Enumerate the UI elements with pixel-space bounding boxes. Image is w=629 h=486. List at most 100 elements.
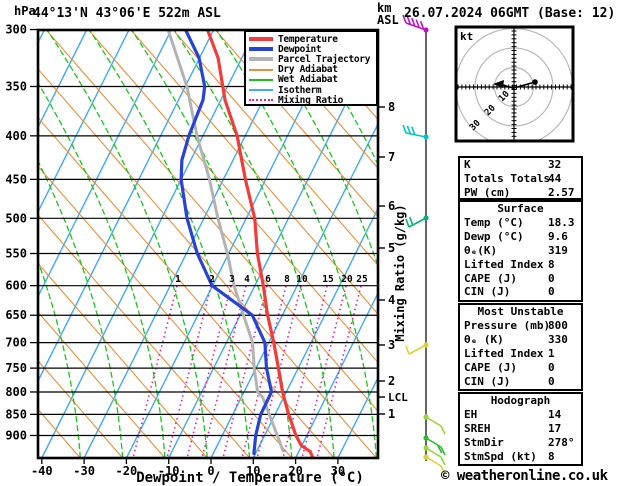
panel-row: PW (cm) 2.57 [460,186,581,200]
surface-panel: Surface Temp (°C) 18.3 Dewp (°C) 9.6 θₑ(… [458,200,583,302]
legend-item: Mixing Ratio [246,95,376,106]
altitude-axis-title: km ASL [377,2,399,26]
legend-line-swatch-icon [249,37,273,42]
dewpoint-curve [179,30,274,456]
panel-row: K 32 [460,158,581,172]
wind-barb-icon [405,342,429,355]
copyright-watermark: © weatheronline.co.uk [441,468,608,484]
pressure-tick-label: 900 [5,428,27,442]
panel-row-label: θₑ (K) [464,332,504,346]
panel-row: Dewp (°C) 9.6 [460,230,581,244]
mixing-ratio-value-label: 25 [356,274,368,285]
panel-row: CIN (J) 0 [460,375,581,389]
panel-row-value: 800 [548,319,568,332]
km-tick-label: 8 [388,100,395,114]
wind-barb-icon [402,14,429,33]
panel-row-label: θₑ(K) [464,243,498,257]
pressure-tick-label: 550 [5,247,27,261]
km-tick-label: 5 [388,241,395,255]
temperature-curve [205,30,314,458]
km-tick-label: 6 [388,199,395,213]
panel-row-value: 0 [548,374,555,388]
panel-row: CAPE (J) 0 [460,361,581,375]
pressure-tick-label: 750 [5,361,27,375]
mixing-ratio-value-label: 3 [229,274,235,285]
legend-line-swatch-icon [249,78,273,81]
legend-item: Temperature [246,33,376,45]
legend-item-label: Dry Adiabat [278,64,338,76]
mixing-ratio-value-label: 4 [244,274,250,285]
stability-indices-panel: K 32 Totals Totals 44 PW (cm) 2.57 [458,156,583,200]
legend-item-label: Wet Adiabat [278,74,338,86]
legend-line-swatch-icon [249,47,273,52]
hodograph-stats-panel: Hodograph EH 14 SREH 17 StmDir 278° StmS… [458,392,583,466]
panel-row-label: SREH [464,421,491,435]
mixing-ratio-value-label: 10 [296,274,308,285]
legend-item: Wet Adiabat [246,74,376,86]
mixing-ratio-value-label: 15 [322,274,334,285]
panel-row-value: 278° [548,435,575,449]
mixing-ratio-value-label: 8 [284,274,290,285]
panel-row-label: CIN (J) [464,374,511,388]
wind-barb-icon [423,454,446,475]
panel-row-label: Pressure (mb) [464,319,551,332]
pressure-tick-label: 700 [5,336,27,350]
panel-row: Pressure (mb) 800 [460,319,581,333]
km-tick-label: 1 [388,407,395,421]
panel-row: θₑ (K) 330 [460,333,581,347]
pressure-tick-label: 600 [5,279,27,293]
panel-row-value: 1 [548,346,555,360]
panel-row-value: 319 [548,243,568,257]
panel-row-label: PW (cm) [464,185,511,199]
panel-row-label: EH [464,408,478,421]
panel-row-label: CAPE (J) [464,360,517,374]
mixing-ratio-value-label: 1 [175,274,181,285]
panel-row: Lifted Index 1 [460,347,581,361]
temperature-tick-label: 10 [246,464,260,478]
panel-row: θₑ(K) 319 [460,244,581,258]
km-tick-label: 2 [388,374,395,388]
panel-row: StmSpd (kt) 8 [460,450,581,464]
panel-row-value: 0 [548,360,555,374]
wind-barb-icon [423,445,446,466]
temperature-tick-label: -20 [116,464,138,478]
panel-row-label: CIN (J) [464,285,511,299]
panel-row-value: 32 [548,158,562,171]
panel-row-label: Lifted Index [464,257,544,271]
panel-row: Totals Totals 44 [460,172,581,186]
legend-item-label: Dewpoint [278,43,322,55]
legend-item-label: Isotherm [278,84,322,96]
temperature-tick-label: -40 [31,464,53,478]
panel-row-label: Dewp (°C) [464,229,524,243]
wind-barb-icon [402,124,429,140]
panel-row-value: 8 [548,257,555,271]
km-tick-label: 4 [388,293,395,307]
station-title: 44°13'N 43°06'E 522m ASL [33,6,221,21]
panel-row-value: 44 [548,171,562,185]
panel-row-label: Totals Totals [464,171,551,185]
panel-row-value: 17 [548,421,562,435]
altitude-axis-km: km [377,1,392,15]
mixing-ratio-axis-title: Mixing Ratio (g/kg) [393,204,407,341]
pressure-unit-label: hPa [14,4,36,18]
km-tick-label: 7 [388,150,395,164]
mixing-ratio-value-label: 20 [341,274,353,285]
pressure-tick-label: 850 [5,407,27,421]
panel-row-label: Temp (°C) [464,216,524,229]
panel-row-value: 0 [548,285,555,299]
legend-item-label: Temperature [278,33,338,45]
pressure-tick-label: 450 [5,172,27,186]
panel-row-value: 18.3 [548,216,575,229]
panel-row: CAPE (J) 0 [460,272,581,286]
panel-row-value: 0 [548,271,555,285]
hodograph-arrowhead-icon [493,80,504,88]
wind-barb-icon [423,435,446,456]
panel-row-value: 9.6 [548,229,568,243]
legend-line-swatch-icon [249,99,273,102]
panel-row-value: 2.57 [548,185,575,199]
legend-item: Parcel Trajectory [246,54,376,65]
km-tick-label: LCL [388,391,408,404]
pressure-tick-label: 800 [5,385,27,399]
hodograph-trace [498,81,536,89]
panel-row: SREH 17 [460,422,581,436]
